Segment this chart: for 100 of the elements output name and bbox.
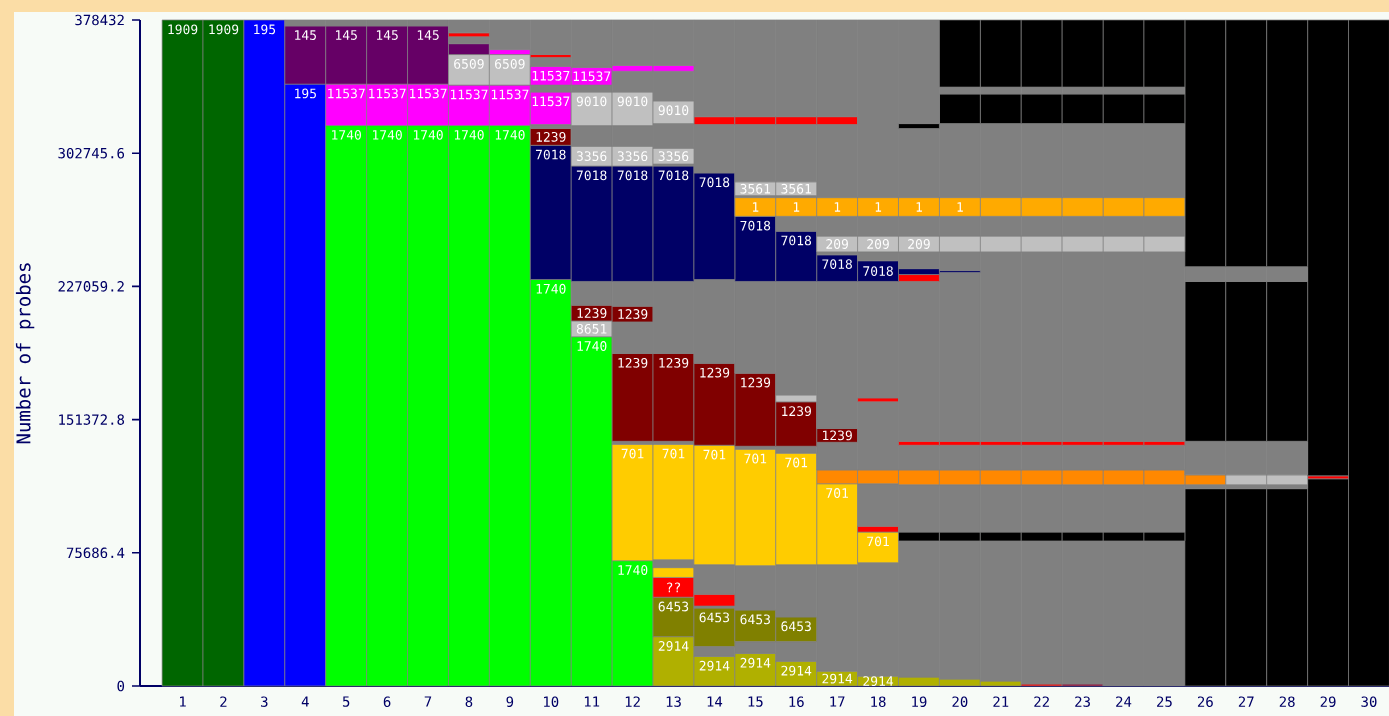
x-tick-label: 12 <box>625 696 640 707</box>
annotation: 2914 <box>781 665 812 676</box>
x-tick-label: 10 <box>544 696 559 707</box>
x-tick-label: 30 <box>1361 696 1377 707</box>
annotation: 1740 <box>332 129 361 140</box>
x-tick-label: 2 <box>220 696 227 707</box>
annotation: 1239 <box>782 406 811 417</box>
annotation: 145 <box>376 30 398 40</box>
annotation: 7018 <box>617 170 648 181</box>
annotation: 1740 <box>495 129 525 140</box>
annotation: 1909 <box>168 24 198 35</box>
annotation: 9010 <box>576 96 607 107</box>
x-tick-label: 8 <box>465 696 473 707</box>
x-tick-label: 14 <box>707 696 723 707</box>
x-tick-label: 1 <box>180 696 186 707</box>
x-tick-label: 13 <box>666 696 681 707</box>
annotation: 1909 <box>209 24 239 35</box>
annotation: 7018 <box>699 177 730 188</box>
x-tick-label: 9 <box>506 696 514 707</box>
annotation: 209 <box>867 239 889 249</box>
annotation: 701 <box>621 448 644 459</box>
annotation: 3356 <box>576 151 607 162</box>
annotation: 2914 <box>658 641 689 651</box>
annotation: 6453 <box>658 601 689 612</box>
annotation: 1239 <box>536 131 566 142</box>
x-tick-label: 22 <box>1034 696 1049 707</box>
annotation: 11537 <box>328 88 365 99</box>
annotation: 11537 <box>532 70 570 81</box>
annotation: 2914 <box>863 676 894 686</box>
x-tick-label: 23 <box>1075 696 1090 707</box>
x-tick-label: 29 <box>1320 696 1336 707</box>
annotation: 11537 <box>450 89 488 100</box>
annotation: 1 <box>916 202 922 212</box>
annotation: 1740 <box>536 283 566 294</box>
annotation: 209 <box>826 239 848 249</box>
annotation: 9010 <box>658 105 689 116</box>
annotation: 2914 <box>822 673 853 684</box>
annotation: 7018 <box>863 266 893 277</box>
annotation: 11537 <box>491 89 529 100</box>
annotation: 701 <box>703 449 726 460</box>
annotation: 145 <box>295 30 316 40</box>
annotation: 195 <box>295 88 316 99</box>
x-tick-label: 7 <box>424 696 432 707</box>
annotation: 701 <box>867 536 889 547</box>
annotation: 1740 <box>454 129 484 140</box>
annotation: 11537 <box>369 88 406 99</box>
annotation: 1 <box>875 202 882 212</box>
annotation: 145 <box>336 30 357 40</box>
annotation: 1740 <box>373 129 402 140</box>
x-tick-label: 25 <box>1157 696 1172 707</box>
x-tick-label: 19 <box>912 696 927 707</box>
annotation: 2914 <box>740 657 771 668</box>
annotation: 209 <box>908 239 930 249</box>
x-tick-label: 20 <box>952 696 968 707</box>
y-tick-label: 0 <box>117 680 125 692</box>
x-tick-label: 11 <box>584 696 600 707</box>
annotation: 701 <box>826 488 848 498</box>
annotation: 1740 <box>618 565 648 575</box>
annotation: 11537 <box>532 96 570 107</box>
x-tick-label: 18 <box>871 696 886 707</box>
annotation: 3356 <box>617 151 648 162</box>
annotation: 1239 <box>741 377 771 388</box>
annotation: 1 <box>957 202 963 212</box>
annotation: 145 <box>417 30 439 40</box>
annotation: 1 <box>834 202 841 212</box>
annotation: 1239 <box>618 357 648 368</box>
annotation: 1 <box>752 202 759 212</box>
annotation: 1740 <box>413 129 443 140</box>
annotation: ?? <box>667 582 681 593</box>
annotation: 1239 <box>823 430 852 441</box>
annotation: 2914 <box>699 660 730 671</box>
y-tick-label: 302745.6 <box>58 147 125 159</box>
x-tick-label: 3 <box>261 696 268 707</box>
annotation: 3356 <box>658 151 689 162</box>
y-tick-label: 227059.2 <box>58 281 124 292</box>
y-tick-label: 378432 <box>75 14 124 26</box>
annotation: 1740 <box>577 341 607 351</box>
annotation: 7018 <box>658 170 689 181</box>
x-tick-label: 17 <box>830 696 845 707</box>
annotation: 7018 <box>822 259 852 270</box>
annotation: 6453 <box>781 621 811 632</box>
annotation: 7018 <box>576 170 607 181</box>
annotation: 701 <box>744 453 767 464</box>
y-axis-title: Number of probes <box>15 263 35 444</box>
annotation: 1239 <box>659 357 689 368</box>
annotation: 8651 <box>576 323 607 334</box>
annotation: 701 <box>785 457 808 468</box>
annotation: 7018 <box>535 149 566 160</box>
annotation: 9010 <box>617 96 648 107</box>
annotation: 11537 <box>573 71 611 82</box>
annotation: 3561 <box>781 183 811 194</box>
annotation: 7018 <box>781 235 812 246</box>
x-tick-label: 6 <box>383 696 391 707</box>
annotation: 1239 <box>577 308 607 318</box>
annotation: 195 <box>254 24 276 35</box>
x-tick-label: 5 <box>342 696 350 707</box>
annotation: 6453 <box>699 612 730 623</box>
annotation: 11537 <box>410 88 447 99</box>
x-tick-label: 16 <box>789 696 804 707</box>
y-tick-label: 75686.4 <box>66 547 125 559</box>
